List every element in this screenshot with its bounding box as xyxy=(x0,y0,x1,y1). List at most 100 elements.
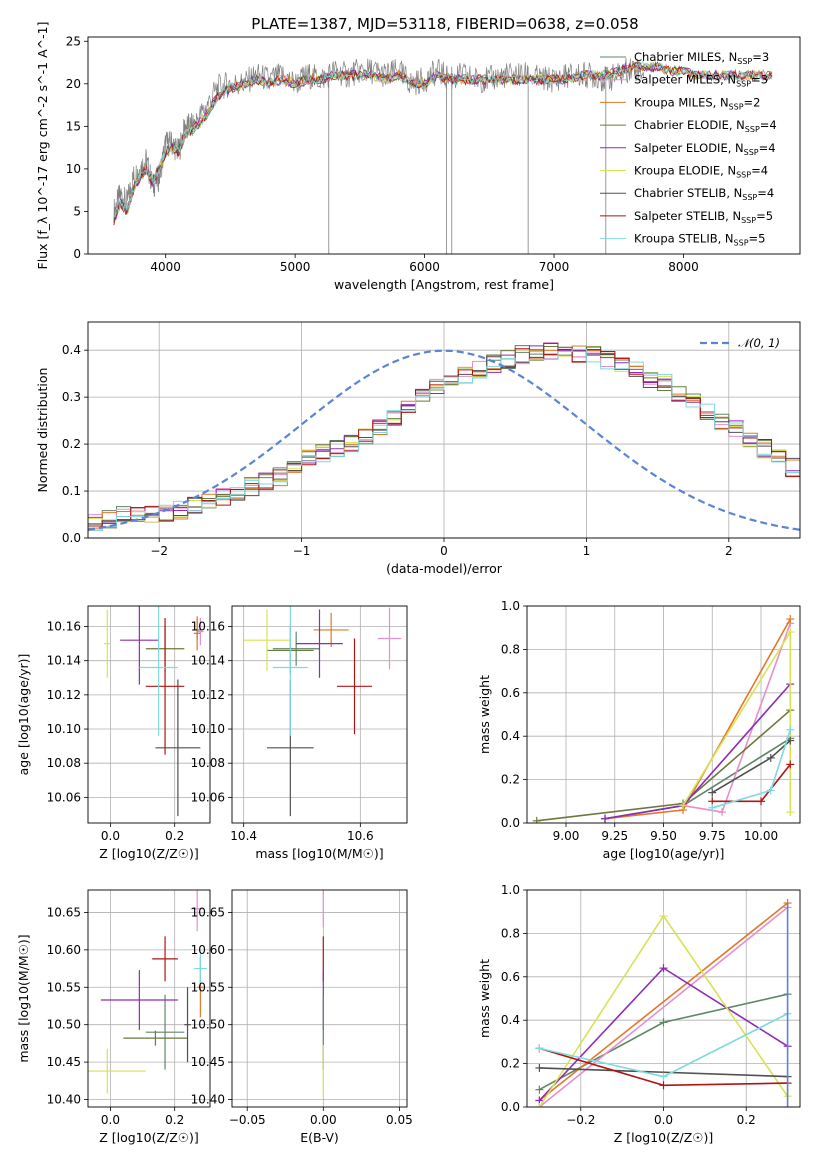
weight-line xyxy=(538,902,789,1102)
y-tick-label: 20 xyxy=(66,77,81,91)
x-tick-label: 0.0 xyxy=(101,829,120,843)
x-tick-label: 10.6 xyxy=(347,829,374,843)
x-tick-label: 9.00 xyxy=(553,829,580,843)
x-tick-label: −0.05 xyxy=(229,1113,266,1127)
gaussian-curve xyxy=(88,349,800,531)
y-tick-label: 0.1 xyxy=(62,484,81,498)
y-tick-label: 0 xyxy=(73,247,81,261)
y-tick-label: 10.10 xyxy=(191,722,225,736)
y-tick-label: 10.10 xyxy=(47,722,81,736)
axes-frame xyxy=(526,605,801,824)
x-tick-label: −2 xyxy=(150,544,168,558)
y-tick-label: 0.4 xyxy=(501,729,520,743)
y-tick-label: 0.0 xyxy=(62,531,81,545)
y-tick-label: 0.4 xyxy=(62,343,81,357)
y-tick-label: 10.65 xyxy=(47,905,81,919)
y-tick-label: 0.6 xyxy=(501,970,520,984)
x-tick-label: 0.0 xyxy=(101,1113,120,1127)
chart-age-z: 0.0 0.2 10.06 10.08 10.10 10.12 10.14 10.16 Z [l… xyxy=(16,605,211,861)
legend-entry: Chabrier MILES, NSSP=3 xyxy=(634,50,769,66)
x-tick-label: 9.25 xyxy=(601,829,628,843)
x-tick-label: 5000 xyxy=(280,260,311,274)
y-tick-label: 0.2 xyxy=(501,1057,520,1071)
y-tick-label: 10.60 xyxy=(47,943,81,957)
x-tick-label: 9.75 xyxy=(699,829,726,843)
x-axis-label: E(B-V) xyxy=(300,1130,339,1145)
chart-residuals: −2 −1 0 1 2 0.0 0.1 0.2 0.3 0.4 𝒩(0, 1) (data-model… xyxy=(35,321,801,576)
axes-frame xyxy=(87,605,211,824)
y-tick-label: 10.12 xyxy=(47,688,81,702)
y-tick-label: 25 xyxy=(66,34,81,48)
chart-weight-z: −0.2 0.0 0.2 0.0 0.2 0.4 0.6 0.8 1.0 Z [log10(Z/Z… xyxy=(477,883,801,1145)
axes-frame xyxy=(231,889,408,1108)
y-axis-label: Flux [f_λ 10^-17 erg cm^-2 s^-1 A^-1] xyxy=(35,22,50,270)
y-tick-label: 10.12 xyxy=(191,688,225,702)
spectrum-model-line xyxy=(113,61,773,226)
y-tick-label: 0.8 xyxy=(501,926,520,940)
y-tick-label: 10.55 xyxy=(47,980,81,994)
y-tick-label: 10.06 xyxy=(47,790,81,804)
residual-histogram xyxy=(88,345,800,523)
x-tick-label: 4000 xyxy=(150,260,181,274)
plot-area xyxy=(88,890,207,1094)
axes-frame xyxy=(231,605,408,824)
weight-line xyxy=(539,1067,788,1078)
y-tick-label: 0.8 xyxy=(501,642,520,656)
x-tick-label: 8000 xyxy=(668,260,699,274)
chart-mass-z: 0.0 0.2 10.40 10.45 10.50 10.55 10.60 10.65 Z [l… xyxy=(16,889,211,1145)
x-tick-label: 2 xyxy=(725,544,733,558)
legend-entry: Kroupa STELIB, NSSP=5 xyxy=(634,232,765,248)
legend-entry: Salpeter MILES, NSSP=3 xyxy=(634,73,768,89)
y-axis-label: mass [log10(M/M☉)] xyxy=(16,934,31,1062)
y-tick-label: 0.3 xyxy=(62,390,81,404)
plot-area xyxy=(113,57,773,254)
y-tick-label: 10.16 xyxy=(191,620,225,634)
spectrum-model-line xyxy=(113,60,773,218)
x-tick-label: 10.00 xyxy=(744,829,778,843)
legend-entry: Kroupa ELODIE, NSSP=4 xyxy=(634,164,768,180)
y-tick-label: 10.50 xyxy=(191,1018,225,1032)
residual-histogram xyxy=(88,348,800,531)
legend-entry: Kroupa MILES, NSSP=2 xyxy=(634,95,760,111)
weight-line xyxy=(604,737,791,820)
x-axis-label: Z [log10(Z/Z☉)] xyxy=(99,846,199,861)
legend-entry: Chabrier STELIB, NSSP=4 xyxy=(634,186,774,202)
x-tick-label: 0.2 xyxy=(165,829,184,843)
x-axis-label: mass [log10(M/M☉)] xyxy=(255,846,383,861)
legend-entry: Salpeter STELIB, NSSP=5 xyxy=(634,209,773,225)
x-axis-label: Z [log10(Z/Z☉)] xyxy=(99,1130,199,1145)
plot-area xyxy=(104,606,204,817)
y-tick-label: 0.2 xyxy=(501,773,520,787)
x-tick-label: 0.00 xyxy=(310,1113,337,1127)
y-tick-label: 10.45 xyxy=(47,1055,81,1069)
plot-area xyxy=(88,341,800,534)
y-axis-label: Normed distribution xyxy=(35,368,50,493)
y-tick-label: 10 xyxy=(66,162,81,176)
residual-histogram xyxy=(88,345,800,529)
y-tick-label: 10.40 xyxy=(191,1093,225,1107)
y-tick-label: 15 xyxy=(66,119,81,133)
axes-frame xyxy=(87,889,211,1108)
chart-spectrum: 4000 5000 6000 7000 8000 0 5 10 15 20 25 Chabrier M… xyxy=(35,22,801,292)
y-tick-label: 10.50 xyxy=(47,1018,81,1032)
y-tick-label: 10.55 xyxy=(191,980,225,994)
x-tick-label: 1 xyxy=(583,544,591,558)
y-tick-label: 10.16 xyxy=(47,620,81,634)
y-tick-label: 10.06 xyxy=(191,790,225,804)
plot-area xyxy=(243,606,402,817)
chart-weight-age: 9.00 9.25 9.50 9.75 10.00 0.0 0.2 0.4 0.6 0.8 1.0 a… xyxy=(477,599,801,861)
x-tick-label: 0.2 xyxy=(165,1113,184,1127)
x-axis-label: wavelength [Angstrom, rest frame] xyxy=(334,277,554,292)
legend-entry: Chabrier ELODIE, NSSP=4 xyxy=(634,118,777,134)
chart-age-mass: 10.4 10.6 10.06 10.08 10.10 10.12 10.14 10.16 ma… xyxy=(191,605,408,861)
y-axis-label: age [log10(age/yr)] xyxy=(16,654,31,776)
x-tick-label: 0.05 xyxy=(386,1113,413,1127)
y-tick-label: 10.14 xyxy=(191,654,225,668)
y-tick-label: 10.08 xyxy=(191,756,225,770)
y-tick-label: 10.14 xyxy=(47,654,81,668)
y-tick-label: 1.0 xyxy=(501,883,520,897)
y-tick-label: 0.0 xyxy=(501,1100,520,1114)
y-tick-label: 0.6 xyxy=(501,686,520,700)
y-tick-label: 5 xyxy=(73,204,81,218)
